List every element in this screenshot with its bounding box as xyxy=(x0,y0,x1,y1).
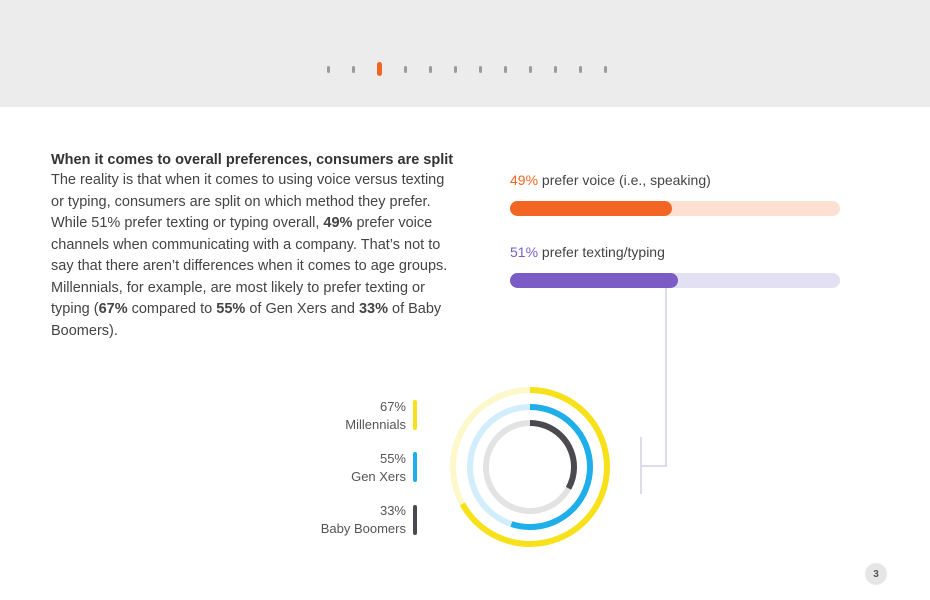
legend-millennials: 67% Millennials xyxy=(345,398,406,434)
text-label-text: prefer texting/typing xyxy=(538,244,665,260)
ring-arc-1 xyxy=(467,404,593,530)
text-bar-label: 51% prefer texting/typing xyxy=(510,244,665,260)
article-heading: When it comes to overall preferences, co… xyxy=(51,152,454,168)
legend-name: Millennials xyxy=(345,417,406,432)
pagination-dot[interactable] xyxy=(404,65,407,73)
text-bar-track xyxy=(510,273,840,288)
voice-bar-fill xyxy=(510,201,672,216)
legend-name: Baby Boomers xyxy=(320,521,406,536)
pagination-dot[interactable] xyxy=(327,65,330,73)
page-number: 3 xyxy=(865,563,887,585)
voice-bar-label: 49% prefer voice (i.e., speaking) xyxy=(510,172,711,188)
voice-label-text: prefer voice (i.e., speaking) xyxy=(538,172,711,188)
pagination-dot[interactable] xyxy=(554,65,557,73)
legend-gen-x: 55% Gen Xers xyxy=(351,450,406,486)
pagination-dot[interactable] xyxy=(529,65,532,73)
voice-bar-track xyxy=(510,201,840,216)
article-paragraph: The reality is that when it comes to usi… xyxy=(51,172,448,339)
connector-bracket xyxy=(640,437,642,494)
pagination-dot[interactable] xyxy=(604,65,607,73)
pagination-dots xyxy=(316,61,618,77)
ring-arc-0 xyxy=(450,387,610,547)
pagination-dot[interactable] xyxy=(352,65,355,73)
legend-percent: 67% xyxy=(379,399,406,414)
pagination-dot[interactable] xyxy=(579,65,582,73)
legend-swatch xyxy=(413,452,417,482)
pagination-dot[interactable] xyxy=(479,65,482,73)
text-percent: 51% xyxy=(510,244,539,260)
top-bar xyxy=(0,0,930,107)
connector-line xyxy=(641,465,667,467)
legend-percent: 33% xyxy=(379,503,406,518)
legend-percent: 55% xyxy=(379,451,406,466)
legend-swatch xyxy=(413,505,417,535)
article-text: When it comes to overall preferences, co… xyxy=(51,150,461,342)
voice-percent: 49% xyxy=(510,172,539,188)
pagination-dot[interactable] xyxy=(504,65,507,73)
legend-name: Gen Xers xyxy=(351,469,406,484)
legend-swatch xyxy=(413,400,417,430)
pagination-dot-active[interactable] xyxy=(377,62,382,76)
pagination-dot[interactable] xyxy=(429,65,432,73)
age-donut-chart xyxy=(450,387,610,547)
connector-line xyxy=(665,288,667,467)
pagination-dot[interactable] xyxy=(454,65,457,73)
ring-arc-2 xyxy=(483,420,577,514)
text-bar-fill xyxy=(510,273,679,288)
legend-baby-boomers: 33% Baby Boomers xyxy=(321,502,406,538)
